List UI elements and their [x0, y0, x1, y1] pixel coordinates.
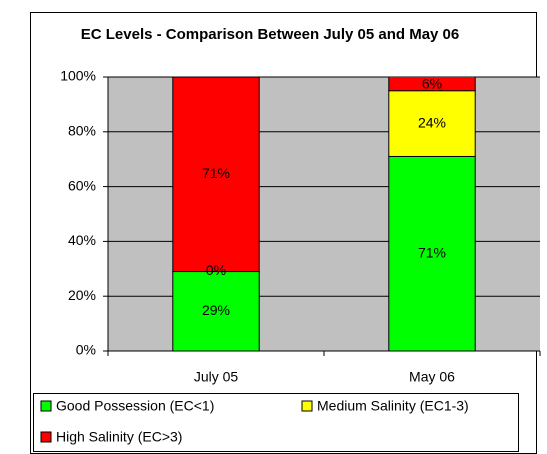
legend-swatch	[301, 400, 313, 412]
x-tick-label: May 06	[409, 369, 455, 385]
bar-segment	[388, 90, 476, 157]
data-label: 71%	[202, 165, 230, 181]
legend-label: Good Possession (EC<1)	[56, 398, 214, 414]
bar-segment	[172, 77, 260, 273]
data-label: 0%	[206, 262, 226, 278]
data-label: 71%	[418, 244, 446, 260]
y-tick-label: 20%	[68, 287, 96, 303]
legend-label: High Salinity (EC>3)	[56, 429, 182, 445]
y-tick-label: 0%	[76, 342, 96, 358]
data-label: 6%	[422, 76, 442, 92]
y-tick-label: 100%	[60, 68, 96, 84]
legend-swatch	[40, 431, 52, 443]
data-label: 24%	[418, 114, 446, 130]
y-tick-label: 60%	[68, 177, 96, 193]
legend-box	[33, 393, 519, 452]
legend-label: Medium Salinity (EC1-3)	[317, 398, 469, 414]
legend-swatch	[40, 400, 52, 412]
bar-segment	[388, 77, 476, 92]
y-tick-label: 40%	[68, 232, 96, 248]
y-tick-label: 80%	[68, 123, 96, 139]
bar-segment	[172, 271, 260, 351]
x-tick-label: July 05	[194, 369, 239, 385]
chart-title: EC Levels - Comparison Between July 05 a…	[80, 26, 460, 43]
bars	[172, 77, 476, 351]
data-label: 29%	[202, 302, 230, 318]
